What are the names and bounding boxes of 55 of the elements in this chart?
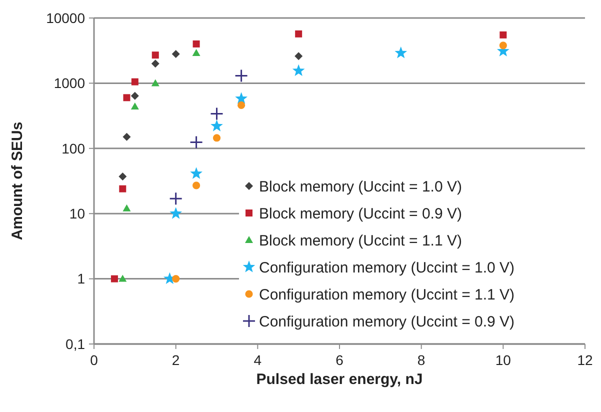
x-tick-label: 2 <box>172 352 180 368</box>
x-tick-label: 0 <box>90 352 98 368</box>
point <box>118 172 127 181</box>
point <box>110 275 118 282</box>
y-tick-label: 0,1 <box>66 336 86 352</box>
point <box>122 204 131 212</box>
y-tick-label: 10 <box>69 206 86 222</box>
point <box>119 185 126 192</box>
point <box>130 102 139 110</box>
point <box>190 167 202 179</box>
point <box>190 136 204 150</box>
x-tick-label: 12 <box>577 352 593 368</box>
legend-label: Block memory (Uccint = 1.0 V) <box>259 178 462 196</box>
point <box>172 275 180 283</box>
y-tick-label: 1000 <box>54 75 86 92</box>
point <box>295 30 302 38</box>
point <box>151 60 160 68</box>
point <box>151 79 160 86</box>
point <box>235 92 248 104</box>
x-tick-label: 10 <box>495 352 512 368</box>
y-tick-label: 10000 <box>46 10 86 26</box>
point <box>500 31 507 38</box>
point <box>131 78 138 86</box>
point <box>192 182 200 190</box>
y-tick-label: 1 <box>77 270 86 287</box>
x-tick-label: 6 <box>336 352 344 368</box>
point <box>172 50 180 58</box>
legend-label: Configuration memory (Uccint = 1.1 V) <box>259 286 515 304</box>
point <box>234 69 248 83</box>
point <box>122 132 131 141</box>
y-tick-label: 100 <box>62 140 86 156</box>
x-tick-label: 8 <box>417 352 426 368</box>
point <box>292 64 305 76</box>
point <box>210 107 224 120</box>
x-axis-title: Pulsed laser energy, nJ <box>256 371 423 388</box>
point <box>118 274 127 282</box>
legend-label: Block memory (Uccint = 1.1 V) <box>259 232 462 250</box>
point <box>169 192 183 206</box>
point <box>294 52 303 60</box>
point <box>192 49 200 56</box>
point <box>499 42 507 50</box>
point <box>170 207 182 219</box>
point <box>238 101 246 109</box>
legend-label: Block memory (Uccint = 0.9 V) <box>259 205 462 222</box>
point <box>123 94 130 102</box>
point <box>192 40 200 48</box>
point <box>130 92 139 100</box>
legend-label: Configuration memory (Uccint = 1.0 V) <box>259 259 515 276</box>
y-axis-title: Amount of SEUs <box>9 122 26 240</box>
x-tick-label: 4 <box>254 352 262 368</box>
point <box>152 52 159 59</box>
point <box>394 46 408 58</box>
legend-label: Configuration memory (Uccint = 0.9 V) <box>259 313 515 330</box>
point <box>210 120 223 132</box>
point <box>212 134 221 142</box>
